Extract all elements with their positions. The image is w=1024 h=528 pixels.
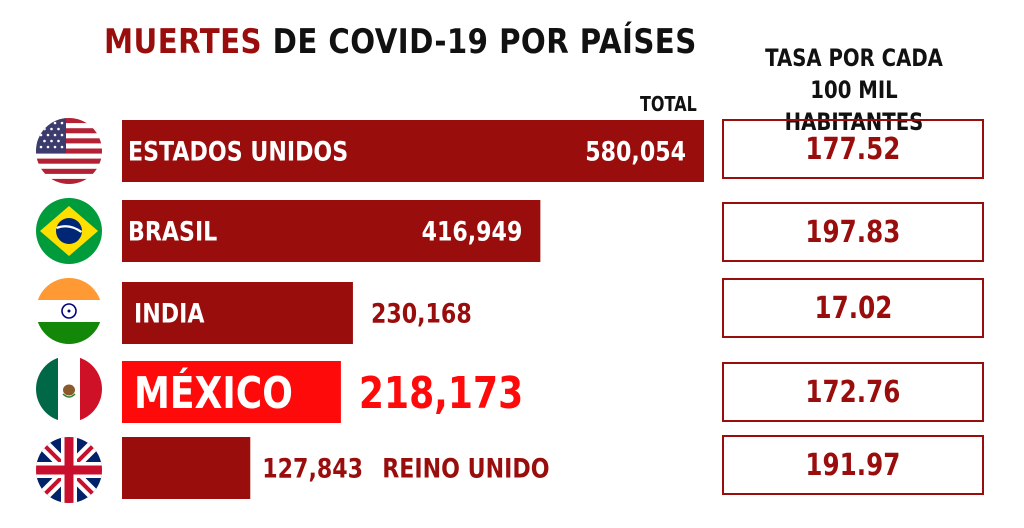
chart-title-rest: DE COVID-19 POR PAÍSES [262, 22, 697, 62]
mexico-flag-icon [36, 356, 102, 422]
bar-1 [122, 200, 541, 262]
rate-value: 197.83 [805, 214, 901, 250]
bar-chart: ESTADOS UNIDOS 580,054 BRASIL 416,949 INDIA 2… [122, 120, 704, 499]
rate-box-3: 172.76 [722, 362, 984, 422]
value-label-0: 580,054 [585, 136, 686, 168]
value-label-4: 127,843 [262, 453, 363, 485]
india-flag-icon [36, 278, 102, 344]
chart-title-accent: MUERTES [104, 22, 263, 62]
rate-value: 17.02 [814, 290, 892, 326]
category-label-2: INDIA [134, 298, 204, 330]
rate-value: 172.76 [805, 374, 901, 410]
category-label-4: REINO UNIDO [382, 453, 549, 485]
total-column-header: TOTAL [640, 92, 697, 116]
rate-box-1: 197.83 [722, 202, 984, 262]
rate-header-line2: 100 MIL HABITANTES [784, 76, 924, 136]
rate-box-2: 17.02 [722, 278, 984, 338]
brazil-flag-icon [36, 198, 102, 264]
category-label-1: BRASIL [128, 216, 218, 248]
bar-4 [122, 437, 251, 499]
rate-header-line1: TASA POR CADA [765, 44, 943, 72]
uk-flag-icon [36, 437, 102, 503]
rate-value: 191.97 [805, 447, 901, 483]
value-label-1: 416,949 [422, 216, 523, 248]
bar-0 [122, 120, 704, 182]
category-label-3: MÉXICO [134, 366, 293, 418]
rate-value: 177.52 [805, 131, 901, 167]
rate-column-header: TASA POR CADA 100 MIL HABITANTES [746, 42, 962, 138]
bar-2 [122, 282, 353, 344]
bar-3 [122, 361, 341, 423]
rate-box-4: 191.97 [722, 435, 984, 495]
value-label-2: 230,168 [371, 298, 472, 330]
value-label-3: 218,173 [359, 368, 523, 418]
category-label-0: ESTADOS UNIDOS [128, 136, 348, 168]
usa-flag-icon [36, 118, 102, 184]
chart-title: MUERTES DE COVID-19 POR PAÍSES [104, 22, 697, 62]
rate-box-0: 177.52 [722, 119, 984, 179]
